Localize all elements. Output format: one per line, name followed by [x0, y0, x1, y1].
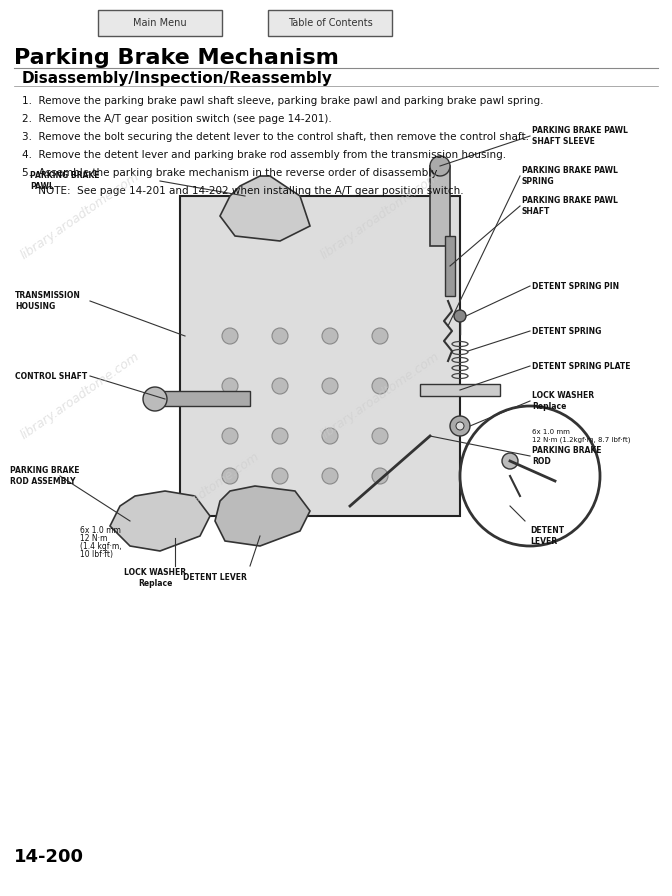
Text: 2.  Remove the A/T gear position switch (see page 14-201).: 2. Remove the A/T gear position switch (…: [22, 114, 332, 124]
Circle shape: [502, 453, 518, 469]
Text: 4.  Remove the detent lever and parking brake rod assembly from the transmission: 4. Remove the detent lever and parking b…: [22, 150, 506, 160]
Circle shape: [143, 387, 167, 411]
Bar: [180, 196, 460, 516]
FancyBboxPatch shape: [268, 10, 392, 36]
Text: PARKING BRAKE PAWL
SPRING: PARKING BRAKE PAWL SPRING: [522, 167, 618, 185]
Text: Table of Contents: Table of Contents: [288, 18, 372, 28]
Polygon shape: [220, 176, 310, 241]
Circle shape: [322, 468, 338, 484]
Text: DETENT
LEVER: DETENT LEVER: [530, 526, 564, 546]
Circle shape: [222, 468, 238, 484]
Text: NOTE:  See page 14-201 and 14-202 when installing the A/T gear position switch.: NOTE: See page 14-201 and 14-202 when in…: [22, 186, 464, 196]
Polygon shape: [110, 491, 210, 551]
Text: library.aroadtome.com: library.aroadtome.com: [18, 170, 142, 262]
Text: LOCK WASHER
Replace: LOCK WASHER Replace: [532, 392, 594, 410]
Circle shape: [450, 416, 470, 436]
Bar: [445, 236, 455, 296]
Bar: [420, 384, 500, 396]
Circle shape: [456, 422, 464, 430]
Text: LOCK WASHER
Replace: LOCK WASHER Replace: [124, 568, 186, 588]
Text: library.aroadtome.com: library.aroadtome.com: [138, 450, 262, 542]
Text: library.aroadtome.com: library.aroadtome.com: [318, 350, 442, 442]
Circle shape: [272, 378, 288, 394]
Circle shape: [460, 406, 600, 546]
Text: 12 N·m: 12 N·m: [80, 534, 108, 543]
Text: PARKING BRAKE PAWL
SHAFT: PARKING BRAKE PAWL SHAFT: [522, 196, 618, 216]
Circle shape: [272, 328, 288, 344]
Text: DETENT LEVER: DETENT LEVER: [183, 573, 247, 582]
Circle shape: [372, 428, 388, 444]
Bar: [430, 166, 450, 246]
Text: PARKING BRAKE
PAWL: PARKING BRAKE PAWL: [30, 171, 99, 191]
Text: PARKING BRAKE
ROD ASSEMBLY: PARKING BRAKE ROD ASSEMBLY: [10, 466, 79, 486]
Text: Disassembly/Inspection/Reassembly: Disassembly/Inspection/Reassembly: [22, 71, 333, 86]
FancyBboxPatch shape: [98, 10, 222, 36]
Circle shape: [372, 468, 388, 484]
Text: 6x 1.0 mm
12 N·m (1.2kgf·m, 8.7 lbf·ft): 6x 1.0 mm 12 N·m (1.2kgf·m, 8.7 lbf·ft): [532, 429, 630, 443]
Text: 1.  Remove the parking brake pawl shaft sleeve, parking brake pawl and parking b: 1. Remove the parking brake pawl shaft s…: [22, 96, 544, 106]
Circle shape: [454, 310, 466, 322]
Bar: [150, 391, 250, 406]
Text: DETENT SPRING: DETENT SPRING: [532, 326, 601, 335]
Circle shape: [222, 428, 238, 444]
Text: DETENT SPRING PIN: DETENT SPRING PIN: [532, 281, 619, 290]
Text: library.aroadtome.com: library.aroadtome.com: [318, 170, 442, 262]
Circle shape: [430, 156, 450, 176]
Text: (1.4 kgf·m,: (1.4 kgf·m,: [80, 542, 122, 551]
Text: Main Menu: Main Menu: [133, 18, 187, 28]
Text: 3.  Remove the bolt securing the detent lever to the control shaft, then remove : 3. Remove the bolt securing the detent l…: [22, 132, 529, 142]
Text: 10 lbf·ft): 10 lbf·ft): [80, 550, 113, 559]
Text: 6x 1.0 mm: 6x 1.0 mm: [80, 526, 121, 535]
Circle shape: [322, 378, 338, 394]
Text: 14-200: 14-200: [14, 848, 84, 866]
Circle shape: [322, 428, 338, 444]
Circle shape: [222, 378, 238, 394]
Text: library.aroadtome.com: library.aroadtome.com: [18, 350, 142, 442]
Circle shape: [222, 328, 238, 344]
Text: CONTROL SHAFT: CONTROL SHAFT: [15, 372, 87, 381]
Circle shape: [372, 378, 388, 394]
Text: DETENT SPRING PLATE: DETENT SPRING PLATE: [532, 361, 630, 371]
Text: PARKING BRAKE
ROD: PARKING BRAKE ROD: [532, 446, 601, 466]
Text: PARKING BRAKE PAWL
SHAFT SLEEVE: PARKING BRAKE PAWL SHAFT SLEEVE: [532, 126, 628, 146]
Text: Parking Brake Mechanism: Parking Brake Mechanism: [14, 48, 339, 68]
Circle shape: [322, 328, 338, 344]
Circle shape: [372, 328, 388, 344]
Polygon shape: [215, 486, 310, 546]
Circle shape: [272, 428, 288, 444]
Circle shape: [272, 468, 288, 484]
Text: 5.  Assemble the parking brake mechanism in the reverse order of disassembly.: 5. Assemble the parking brake mechanism …: [22, 168, 439, 178]
Text: TRANSMISSION
HOUSING: TRANSMISSION HOUSING: [15, 291, 81, 311]
